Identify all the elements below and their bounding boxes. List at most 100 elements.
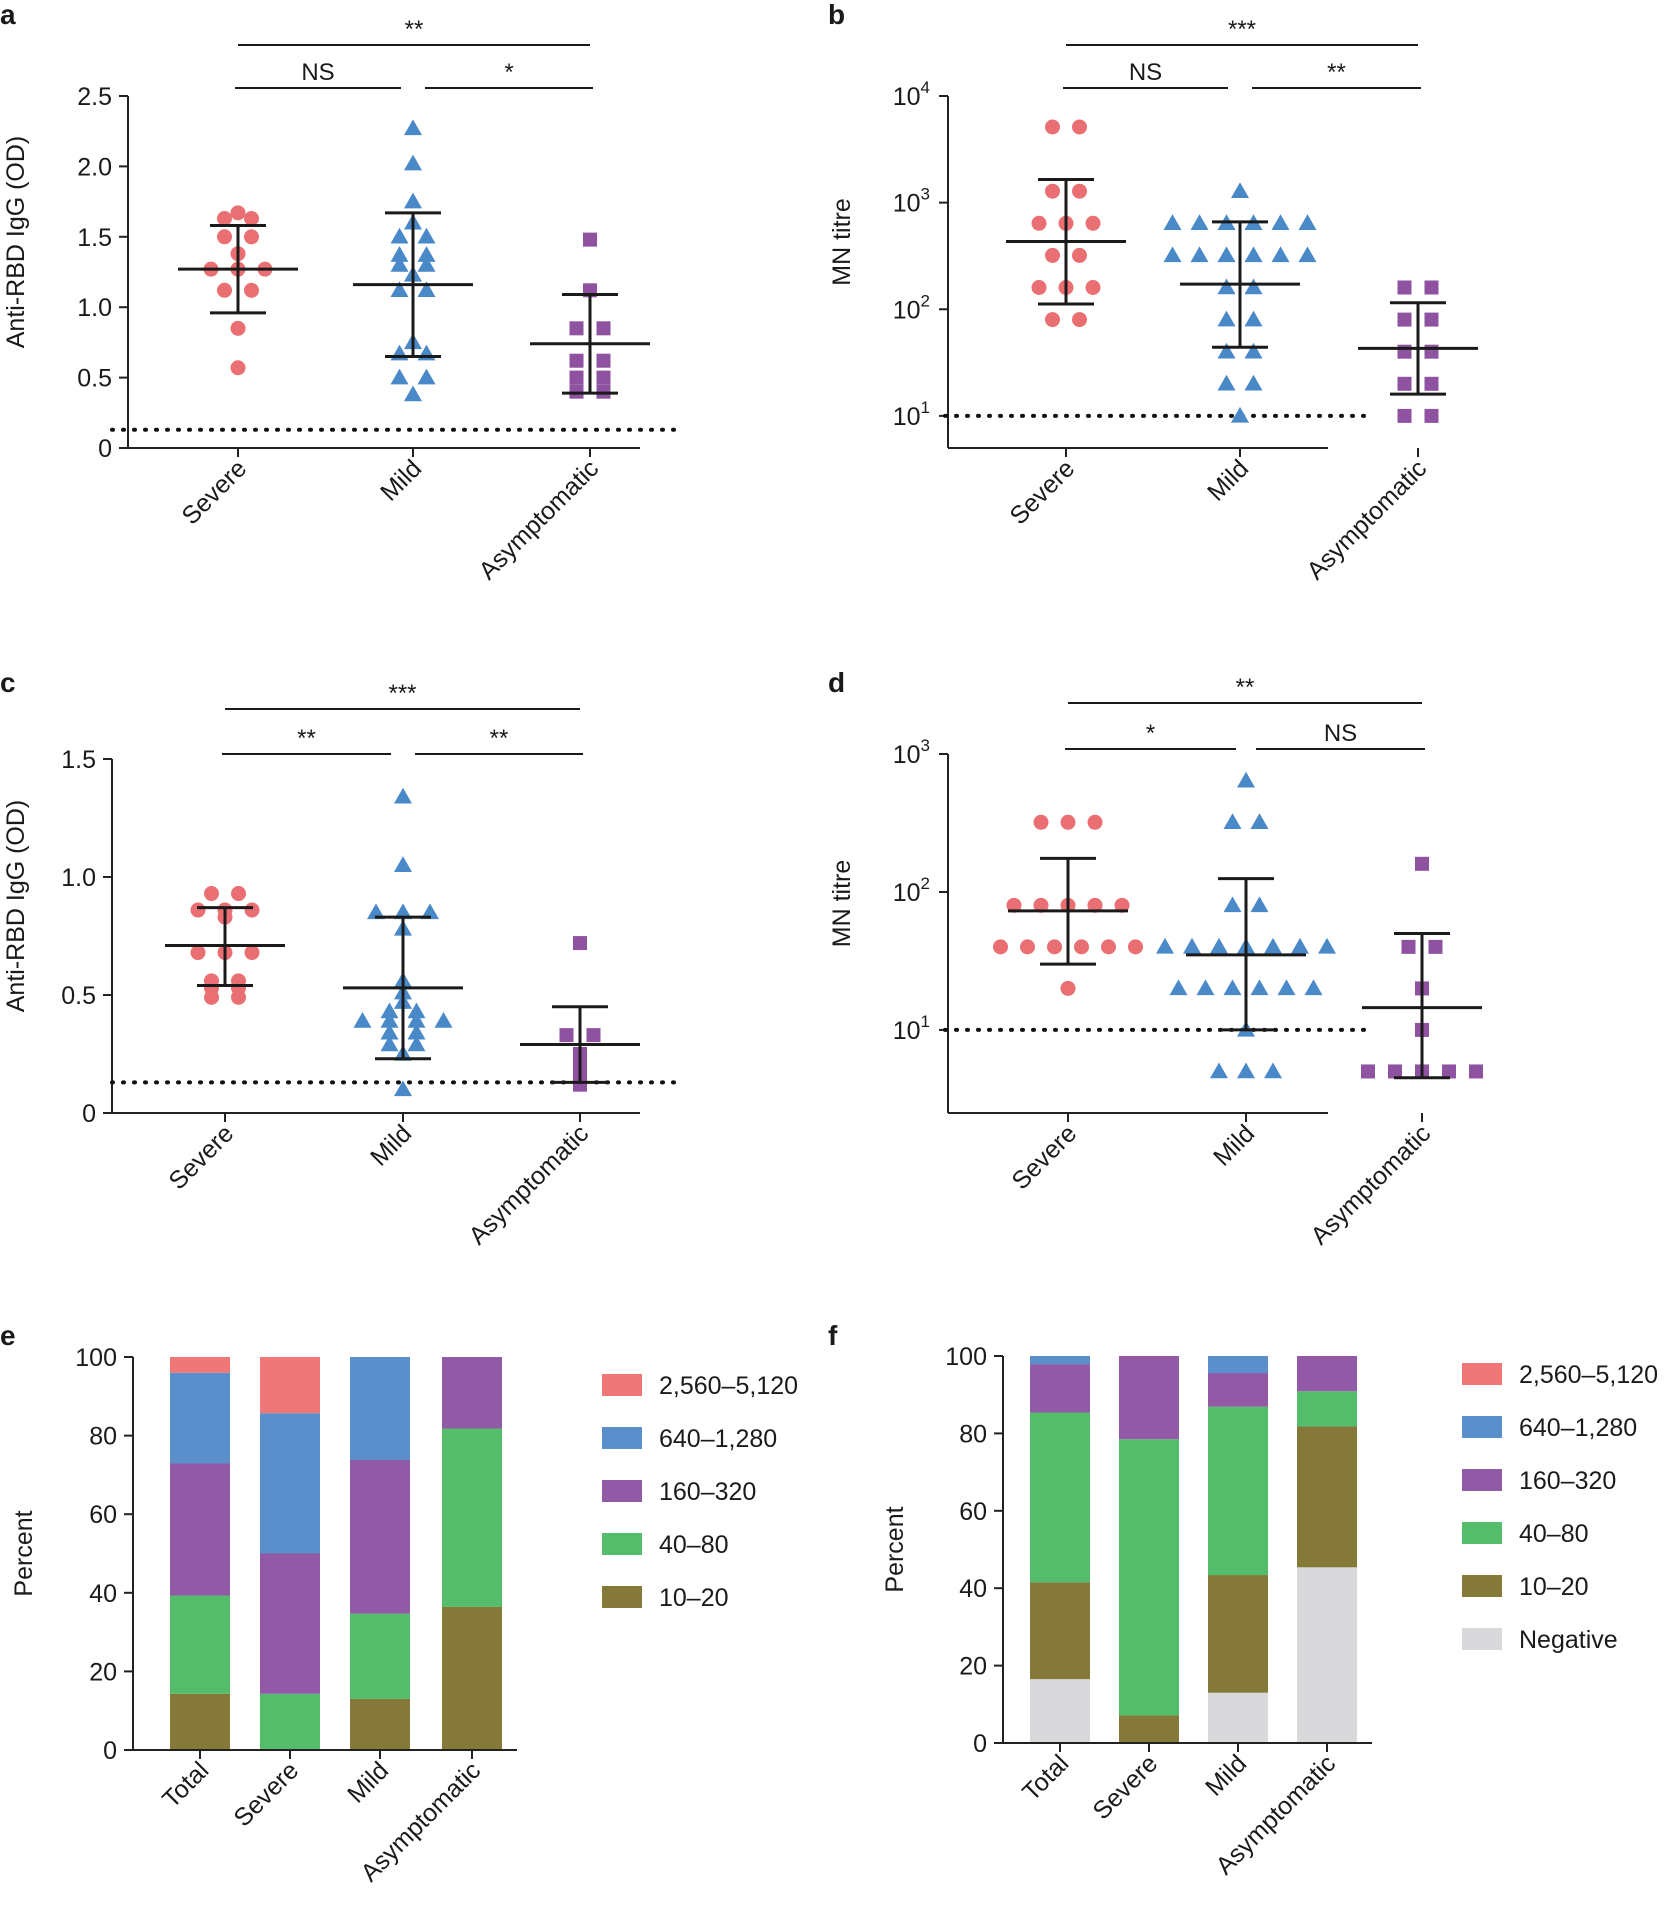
group-mild: Mild <box>1163 182 1317 507</box>
legend: 2,560–5,120 640–1,280 160–320 40–80 10–20 <box>602 1372 798 1612</box>
y-tick-label: 60 <box>959 1498 987 1526</box>
group-mild: Mild <box>1156 771 1336 1172</box>
bar-segment <box>1208 1406 1268 1576</box>
data-point-triangle <box>1231 182 1249 198</box>
data-point-circle <box>1072 312 1087 328</box>
data-point-circle <box>244 210 259 226</box>
y-tick-label: 1.5 <box>61 746 96 774</box>
legend: 2,560–5,120 640–1,280 160–320 40–80 10–20 Neg… <box>1462 1361 1658 1654</box>
data-point-triangle <box>1183 937 1201 954</box>
y-tick-label: 101 <box>893 398 930 431</box>
significance-label: ** <box>1236 674 1255 701</box>
data-point-square <box>1401 939 1416 954</box>
data-point-triangle <box>1217 374 1236 391</box>
data-point-triangle <box>390 255 409 272</box>
bar-total: Total <box>1017 1356 1090 1807</box>
data-point-circle <box>1072 247 1087 263</box>
data-point-square <box>1397 408 1412 423</box>
data-point-circle <box>231 989 246 1005</box>
bar-mild: Mild <box>1200 1356 1268 1802</box>
data-point-square <box>1424 344 1439 359</box>
data-point-triangle <box>1196 979 1215 996</box>
y-tick-label: 2.5 <box>77 83 112 111</box>
legend-label: Negative <box>1519 1626 1618 1654</box>
y-axis-label: Anti-RBD IgG (OD) <box>2 800 30 1013</box>
panel-label: f <box>828 1320 838 1351</box>
bar-segment <box>350 1613 410 1699</box>
y-tick-base: 10 <box>893 741 921 769</box>
group-asymptomatic: Asymptomatic <box>473 232 650 585</box>
group-severe: Severe <box>176 205 298 530</box>
data-point-circle <box>217 229 232 245</box>
bar-segment <box>1030 1679 1090 1743</box>
data-point-circle <box>231 886 246 902</box>
group-asymptomatic: Asymptomatic <box>463 936 640 1250</box>
data-point-triangle <box>1264 1062 1282 1079</box>
data-point-triangle <box>353 1011 372 1028</box>
data-point-triangle <box>1163 214 1182 231</box>
data-point-triangle <box>1217 278 1236 295</box>
y-tick-label: 103 <box>893 736 930 769</box>
data-point-triangle <box>1163 246 1182 263</box>
panel-label: a <box>0 0 16 30</box>
legend-label: 160–320 <box>1519 1467 1616 1495</box>
legend-label: 640–1,280 <box>1519 1414 1637 1442</box>
data-point-triangle <box>1156 937 1174 954</box>
data-point-circle <box>190 945 206 961</box>
legend-label: 10–20 <box>1519 1573 1589 1601</box>
data-point-triangle <box>407 1002 426 1019</box>
bar-segment <box>442 1428 502 1607</box>
data-point-triangle <box>1304 979 1323 996</box>
y-tick-label: 0 <box>103 1737 117 1765</box>
significance-label: *** <box>388 680 416 707</box>
bar-segment <box>1208 1692 1268 1743</box>
data-point-circle <box>1045 183 1060 199</box>
data-point-square <box>1415 856 1429 871</box>
significance-label: NS <box>301 59 334 86</box>
legend-swatch <box>1462 1575 1502 1597</box>
data-point-triangle <box>1264 937 1282 954</box>
bar-segment <box>170 1595 230 1694</box>
y-axis-label: Anti-RBD IgG (OD) <box>2 136 30 349</box>
data-point-triangle <box>380 1002 399 1019</box>
y-tick-label: 0 <box>82 1100 96 1128</box>
y-tick-base: 10 <box>893 403 921 431</box>
group-severe: Severe <box>1004 119 1126 530</box>
legend-label: 10–20 <box>659 1584 729 1612</box>
data-point-triangle <box>407 1011 426 1028</box>
bar-segment <box>442 1357 502 1429</box>
bar-segment <box>170 1357 230 1373</box>
bar-segment <box>1297 1426 1357 1568</box>
x-category-label: Asymptomatic <box>473 454 604 585</box>
data-point-square <box>596 353 611 368</box>
data-point-triangle <box>1217 246 1236 263</box>
data-point-triangle <box>1250 979 1269 996</box>
data-point-square <box>559 1028 574 1043</box>
data-point-triangle <box>380 1011 399 1028</box>
group-asymptomatic: Asymptomatic <box>1301 280 1478 585</box>
legend-swatch <box>1462 1363 1502 1385</box>
legend-label: 40–80 <box>659 1531 729 1559</box>
y-tick-exponent: 1 <box>921 1012 930 1031</box>
data-point-triangle <box>1244 310 1263 327</box>
x-category-label: Asymptomatic <box>1301 454 1432 585</box>
data-point-triangle <box>434 1011 453 1028</box>
y-axis-label: Percent <box>10 1510 38 1596</box>
bar-segment <box>170 1372 230 1464</box>
y-tick-label: 2.0 <box>77 153 112 181</box>
bar-segment <box>1119 1715 1179 1743</box>
legend-label: 160–320 <box>659 1478 756 1506</box>
bar-segment <box>1208 1373 1268 1407</box>
significance-label: * <box>1146 720 1155 747</box>
data-point-triangle <box>390 281 409 298</box>
data-point-circle <box>1072 183 1087 199</box>
significance-label: ** <box>1327 59 1346 86</box>
data-point-square <box>1397 312 1412 327</box>
data-point-circle <box>217 282 232 298</box>
data-point-circle <box>1045 312 1060 328</box>
legend-swatch <box>1462 1469 1502 1491</box>
data-point-square <box>573 936 587 951</box>
y-tick-label: 1.0 <box>61 864 96 892</box>
